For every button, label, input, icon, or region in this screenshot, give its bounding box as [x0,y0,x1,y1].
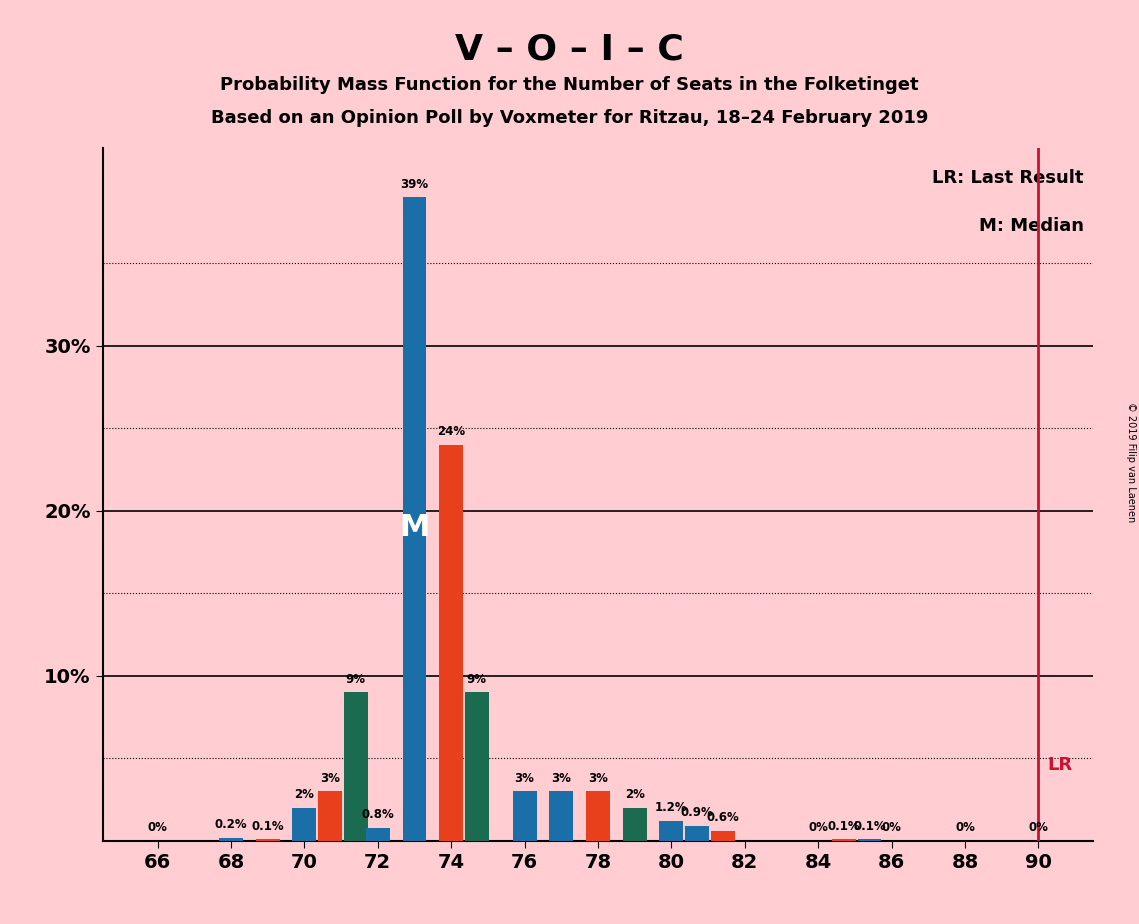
Bar [623,808,647,841]
Text: 0%: 0% [148,821,167,834]
Text: 0%: 0% [954,821,975,834]
Text: © 2019 Filip van Laenen: © 2019 Filip van Laenen [1126,402,1136,522]
Text: 3%: 3% [515,772,534,784]
Bar [344,692,368,841]
Text: 0.1%: 0.1% [252,820,284,833]
Text: 0%: 0% [882,821,902,834]
Bar [587,791,609,841]
Text: 0.8%: 0.8% [361,808,394,821]
Text: 24%: 24% [437,425,465,438]
Text: 0.1%: 0.1% [853,820,886,833]
Bar [686,826,708,841]
Bar [549,791,573,841]
Bar [659,821,683,841]
Text: 0.9%: 0.9% [681,807,713,820]
Text: 0%: 0% [809,821,828,834]
Bar [440,444,464,841]
Text: 0.1%: 0.1% [828,820,860,833]
Text: 3%: 3% [588,772,608,784]
Text: 2%: 2% [294,788,314,801]
Bar [831,839,855,841]
Text: M: M [400,513,429,541]
Text: 9%: 9% [346,673,366,686]
Text: LR: Last Result: LR: Last Result [932,168,1083,187]
Text: 9%: 9% [467,673,486,686]
Text: 0.2%: 0.2% [214,818,247,831]
Bar [858,839,882,841]
Text: 3%: 3% [320,772,341,784]
Bar [256,839,279,841]
Text: 0.6%: 0.6% [706,811,739,824]
Bar [465,692,489,841]
Bar [318,791,342,841]
Bar [293,808,317,841]
Bar [513,791,536,841]
Bar [402,198,426,841]
Bar [219,837,243,841]
Bar [711,831,735,841]
Text: 39%: 39% [401,177,428,190]
Text: 0%: 0% [1029,821,1048,834]
Text: 1.2%: 1.2% [655,801,688,814]
Text: 2%: 2% [624,788,645,801]
Text: Probability Mass Function for the Number of Seats in the Folketinget: Probability Mass Function for the Number… [220,76,919,93]
Text: Based on an Opinion Poll by Voxmeter for Ritzau, 18–24 February 2019: Based on an Opinion Poll by Voxmeter for… [211,109,928,127]
Text: M: Median: M: Median [978,217,1083,235]
Text: LR: LR [1048,756,1073,774]
Text: 3%: 3% [551,772,572,784]
Bar [366,828,390,841]
Text: V – O – I – C: V – O – I – C [456,32,683,67]
